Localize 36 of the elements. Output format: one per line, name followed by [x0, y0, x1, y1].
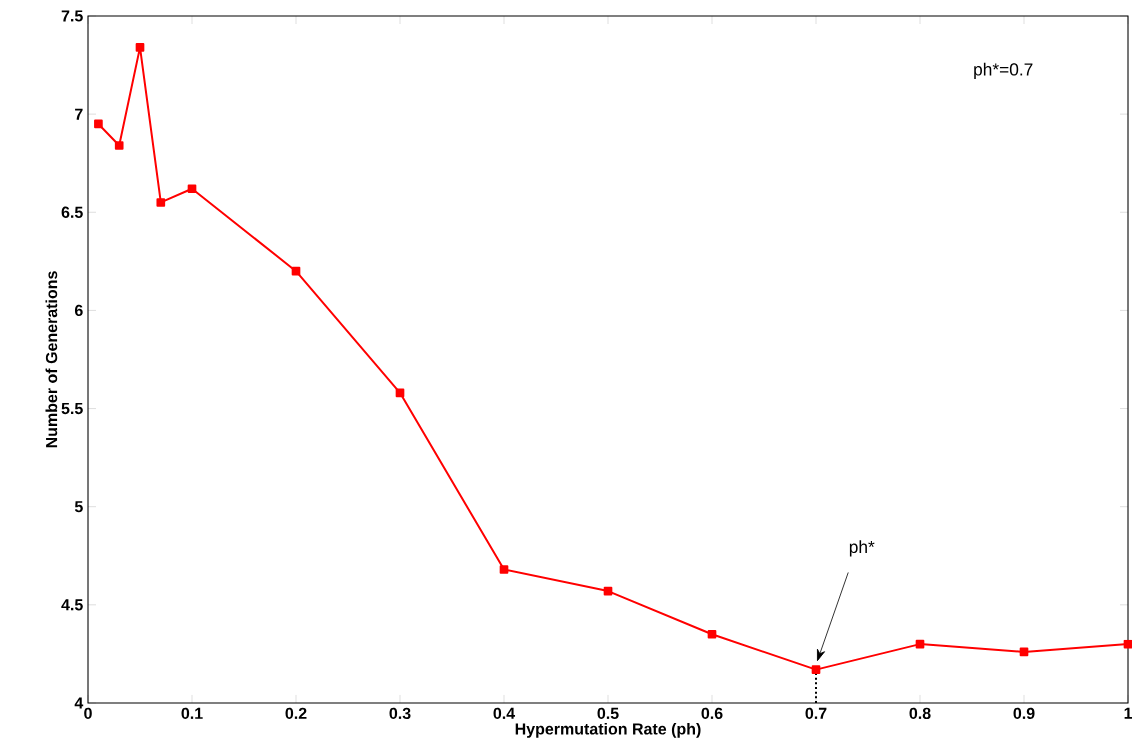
y-tick-label: 6.5: [61, 206, 83, 218]
point: [915, 639, 925, 649]
y-tick-label: 6: [74, 304, 83, 317]
point: [114, 141, 124, 150]
point: [811, 665, 821, 674]
point: [603, 586, 613, 596]
x-tick-label: 0.5: [597, 707, 619, 720]
x-tick-label: 0.7: [805, 707, 827, 720]
y-tick-label: 4: [74, 697, 84, 709]
y-tick-label: 7.5: [61, 10, 83, 22]
annotation: ph*: [849, 540, 875, 557]
point: [1019, 647, 1029, 657]
point: [156, 198, 166, 207]
x-tick-label: 0.6: [701, 707, 723, 720]
x-tick-label: 0.1: [181, 707, 203, 720]
x-axis-title: Hypermutation Rate (ph): [515, 722, 701, 738]
y-axis-title: Number of Generations: [45, 271, 58, 448]
point: [395, 388, 405, 398]
x-tick-label: 0.9: [1013, 707, 1035, 720]
x-tick-label: 0.4: [493, 707, 516, 720]
point: [291, 266, 301, 276]
y-tick-label: 5: [74, 501, 83, 513]
y-tick-label: 4.5: [61, 599, 83, 611]
point: [135, 43, 145, 52]
point: [94, 119, 103, 129]
x-tick-label: 0.2: [285, 707, 307, 720]
x-tick-label: 0: [84, 707, 92, 720]
point: [499, 565, 509, 574]
x-tick-label: 1: [1124, 707, 1132, 719]
x-tick-label: 0.3: [389, 707, 411, 720]
annotation: ph*=0.7: [974, 62, 1033, 80]
x-tick-label: 0.8: [909, 707, 931, 720]
point: [187, 184, 197, 194]
y-tick-label: 5.5: [61, 402, 83, 415]
point: [707, 629, 717, 639]
y-tick-label: 7: [75, 108, 83, 120]
